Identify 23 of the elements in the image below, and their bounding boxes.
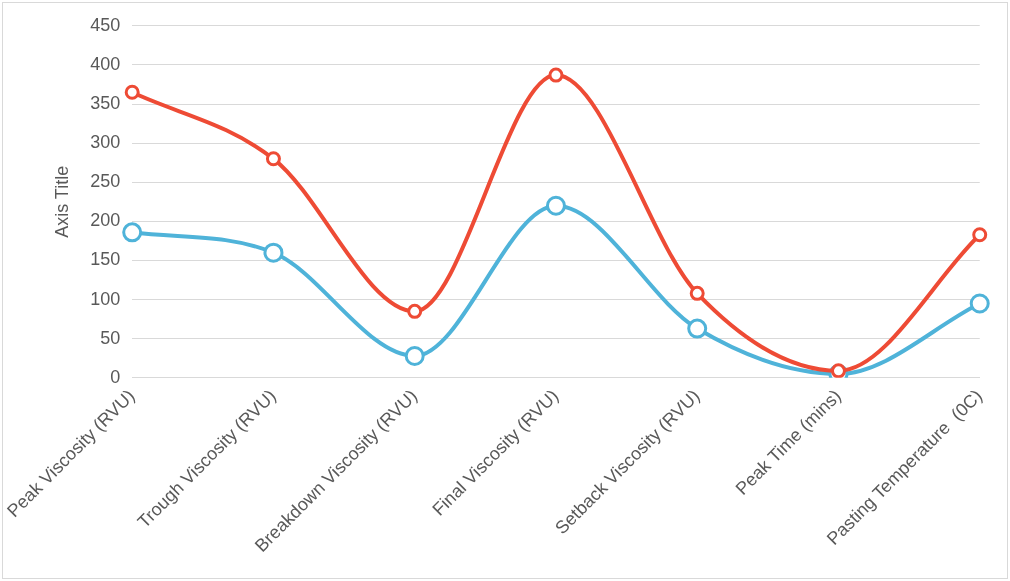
point xyxy=(548,67,564,83)
y-tick-label: 400 xyxy=(90,53,121,74)
point xyxy=(263,242,284,263)
y-tick-label: 100 xyxy=(90,288,121,309)
y-tick-label: 150 xyxy=(90,249,121,270)
y-tick-label: 450 xyxy=(90,14,121,35)
point xyxy=(545,195,566,216)
y-tick-label: 0 xyxy=(110,366,121,387)
y-tick-label: 250 xyxy=(90,171,121,192)
point xyxy=(404,345,425,366)
y-tick-label: 350 xyxy=(90,93,121,114)
point xyxy=(969,293,990,314)
point xyxy=(689,285,705,301)
y-tick-label: 200 xyxy=(90,210,121,231)
point xyxy=(122,222,143,243)
point xyxy=(687,318,708,339)
y-tick-label: 300 xyxy=(90,132,121,153)
y-tick-label: 50 xyxy=(100,327,121,348)
point xyxy=(124,84,140,100)
point xyxy=(265,151,281,167)
point xyxy=(407,303,423,319)
y-axis-title: Axis Title xyxy=(52,165,73,238)
point xyxy=(972,227,988,243)
